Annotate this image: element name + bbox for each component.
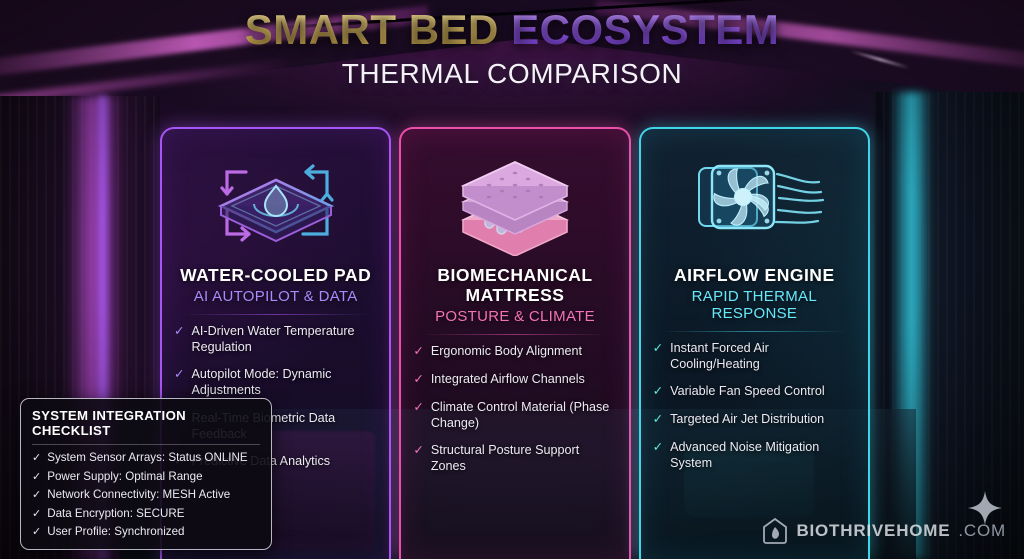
checklist-item-text: System Sensor Arrays: Status ONLINE (47, 451, 248, 465)
list-item: ✓ Ergonomic Body Alignment (413, 343, 616, 360)
feature-text: Ergonomic Body Alignment (430, 344, 583, 359)
feature-text: Variable Fan Speed Control (670, 384, 825, 399)
list-item: ✓ Targeted Air Jet Distribution (653, 411, 856, 428)
check-icon: ✓ (413, 442, 424, 457)
water-cooled-pad-icon (201, 143, 351, 261)
feature-text: Structural Posture Support Zones (430, 442, 580, 473)
feature-text: AI-Driven Water Temperature Regulation (191, 324, 355, 355)
page-subtitle: THERMAL COMPARISON (341, 58, 683, 90)
check-icon: ✓ (32, 470, 42, 483)
card-subtitle: AI AUTOPILOT & DATA (193, 288, 358, 306)
list-item: ✓ Climate Control Material (Phase Change… (413, 399, 616, 431)
list-item: ✓ Structural Posture Support Zones (413, 442, 616, 474)
list-item: ✓ User Profile: Synchronized (32, 525, 260, 539)
brand-name: BIOTHRIVEHOME (796, 521, 951, 540)
check-icon: ✓ (32, 452, 42, 465)
check-icon: ✓ (413, 399, 424, 414)
title-purple-part: ECOSYSTEM (511, 6, 780, 53)
list-item: ✓ Variable Fan Speed Control (653, 383, 856, 400)
card-divider (660, 331, 848, 333)
list-item: ✓ System Sensor Arrays: Status ONLINE (32, 451, 260, 465)
feature-text: Targeted Air Jet Distribution (670, 411, 825, 426)
page-title: SMART BED ECOSYSTEM (0, 6, 1024, 53)
feature-text: Instant Forced Air Cooling/Heating (670, 341, 769, 372)
header: SMART BED ECOSYSTEM THERMAL COMPARISON (0, 6, 1024, 90)
feature-list: ✓ Instant Forced Air Cooling/Heating ✓ V… (651, 340, 858, 482)
check-icon: ✓ (174, 324, 185, 339)
check-icon: ✓ (652, 411, 664, 426)
check-icon: ✓ (32, 526, 42, 539)
check-icon: ✓ (413, 344, 424, 359)
system-integration-checklist: SYSTEM INTEGRATION CHECKLIST ✓ System Se… (20, 398, 272, 550)
layered-mattress-icon (440, 143, 590, 261)
title-gold-part: SMART BED (244, 6, 512, 53)
list-item: ✓ Instant Forced Air Cooling/Heating (653, 340, 856, 372)
checklist-item-text: User Profile: Synchronized (47, 525, 185, 539)
checklist-title: SYSTEM INTEGRATION CHECKLIST (32, 408, 187, 439)
card-divider (421, 334, 609, 336)
feature-text: Advanced Noise Mitigation System (670, 439, 820, 470)
feature-text: Autopilot Mode: Dynamic Adjustments (191, 367, 332, 398)
brand-tld: .COM (958, 521, 1006, 540)
check-icon: ✓ (652, 341, 664, 356)
checklist-items: ✓ System Sensor Arrays: Status ONLINE ✓ … (32, 451, 260, 539)
checklist-item-text: Network Connectivity: MESH Active (47, 488, 231, 502)
feature-list: ✓ Ergonomic Body Alignment ✓ Integrated … (411, 343, 618, 485)
card-divider (182, 314, 370, 316)
card-title: BIOMECHANICAL MATTRESS (437, 265, 593, 306)
card-title: WATER-COOLED PAD (180, 265, 372, 285)
list-item: ✓ Advanced Noise Mitigation System (653, 439, 856, 471)
check-icon: ✓ (32, 507, 42, 520)
card-biomechanical-mattress[interactable]: BIOMECHANICAL MATTRESS POSTURE & CLIMATE… (399, 127, 631, 559)
card-title: AIRFLOW ENGINE (674, 265, 835, 285)
house-leaf-logo-icon (763, 517, 788, 544)
brand-watermark[interactable]: BIOTHRIVEHOME .COM (762, 517, 1006, 545)
list-item: ✓ Autopilot Mode: Dynamic Adjustments (174, 366, 377, 398)
list-item: ✓ Data Encryption: SECURE (32, 507, 260, 521)
checklist-divider (32, 444, 260, 446)
card-subtitle: POSTURE & CLIMATE (435, 308, 595, 326)
check-icon: ✓ (652, 439, 664, 454)
check-icon: ✓ (652, 384, 664, 399)
card-subtitle: RAPID THERMAL RESPONSE (691, 288, 817, 323)
list-item: ✓ Network Connectivity: MESH Active (32, 488, 260, 502)
check-icon: ✓ (413, 371, 424, 386)
cooling-fan-icon (679, 143, 829, 261)
four-point-star-icon (968, 491, 1002, 525)
list-item: ✓ Power Supply: Optimal Range (32, 470, 260, 484)
checklist-item-text: Data Encryption: SECURE (47, 506, 185, 520)
card-airflow-engine[interactable]: AIRFLOW ENGINE RAPID THERMAL RESPONSE ✓ … (638, 127, 870, 559)
check-icon: ✓ (32, 489, 42, 502)
list-item: ✓ AI-Driven Water Temperature Regulation (174, 323, 377, 355)
feature-text: Integrated Airflow Channels (430, 371, 585, 386)
checklist-item-text: Power Supply: Optimal Range (47, 469, 203, 483)
list-item: ✓ Integrated Airflow Channels (413, 371, 616, 388)
feature-text: Climate Control Material (Phase Change) (430, 399, 610, 430)
check-icon: ✓ (174, 367, 185, 382)
